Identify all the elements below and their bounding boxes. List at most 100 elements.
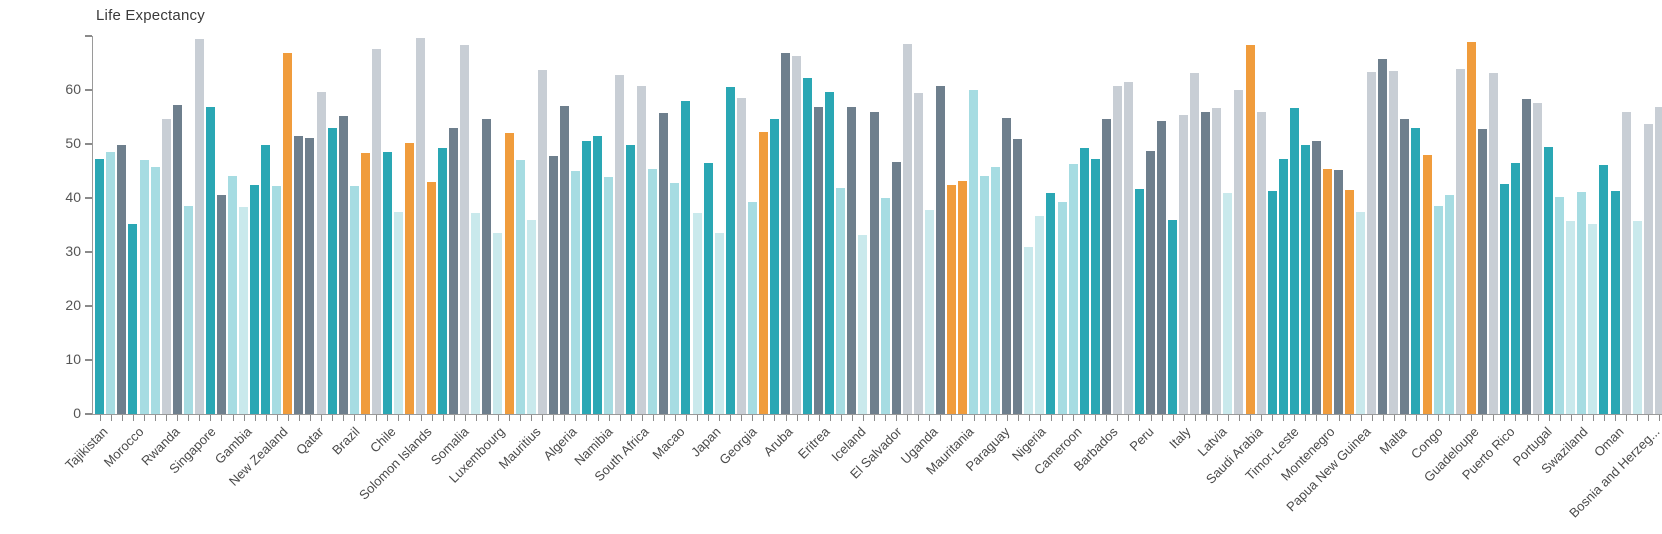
bar-131[interactable]	[1533, 102, 1543, 414]
bar-35[interactable]	[471, 213, 481, 414]
bar-92[interactable]	[1101, 119, 1111, 414]
bar-33[interactable]	[449, 128, 459, 414]
bar-7[interactable]	[161, 119, 171, 414]
bar-83[interactable]	[1002, 118, 1012, 414]
bar-57[interactable]	[714, 233, 724, 414]
bar-120[interactable]	[1411, 128, 1421, 414]
bar-140[interactable]	[1632, 220, 1642, 414]
bar-124[interactable]	[1455, 69, 1465, 414]
bar-72[interactable]	[880, 198, 890, 414]
bar-1[interactable]	[95, 159, 105, 414]
bar-101[interactable]	[1201, 112, 1211, 414]
bar-45[interactable]	[581, 140, 591, 414]
bar-52[interactable]	[659, 112, 669, 414]
bar-96[interactable]	[1146, 151, 1155, 414]
bar-16[interactable]	[261, 145, 271, 414]
bar-74[interactable]	[902, 44, 912, 414]
bar-80[interactable]	[969, 90, 979, 414]
bar-25[interactable]	[360, 152, 370, 414]
bar-119[interactable]	[1400, 118, 1410, 414]
bar-95[interactable]	[1134, 189, 1144, 414]
bar-53[interactable]	[670, 182, 680, 414]
bar-89[interactable]	[1068, 163, 1078, 414]
bar-9[interactable]	[183, 206, 193, 414]
bar-113[interactable]	[1334, 169, 1344, 414]
bar-91[interactable]	[1090, 159, 1100, 414]
bar-139[interactable]	[1621, 112, 1631, 414]
bar-62[interactable]	[769, 118, 779, 414]
bar-111[interactable]	[1311, 140, 1321, 414]
bar-123[interactable]	[1444, 194, 1454, 414]
bar-2[interactable]	[106, 152, 116, 414]
bar-37[interactable]	[493, 233, 503, 414]
bar-112[interactable]	[1322, 169, 1332, 414]
bar-121[interactable]	[1422, 154, 1432, 414]
bar-11[interactable]	[205, 106, 215, 414]
bar-47[interactable]	[604, 177, 614, 414]
bar-40[interactable]	[526, 219, 536, 414]
bar-28[interactable]	[393, 211, 403, 414]
bar-44[interactable]	[570, 171, 580, 414]
bar-78[interactable]	[946, 184, 956, 414]
bar-114[interactable]	[1345, 190, 1355, 414]
bar-99[interactable]	[1179, 114, 1189, 414]
bar-122[interactable]	[1433, 205, 1443, 414]
bar-32[interactable]	[438, 148, 448, 414]
bar-24[interactable]	[349, 185, 359, 414]
bar-71[interactable]	[869, 111, 879, 414]
bar-133[interactable]	[1555, 197, 1565, 414]
bar-46[interactable]	[593, 135, 602, 414]
bar-126[interactable]	[1477, 128, 1487, 414]
bar-56[interactable]	[703, 162, 713, 414]
bar-105[interactable]	[1245, 44, 1255, 414]
bar-6[interactable]	[150, 167, 160, 414]
bar-49[interactable]	[626, 145, 636, 414]
bar-27[interactable]	[382, 151, 392, 414]
bar-3[interactable]	[117, 145, 127, 414]
bar-82[interactable]	[991, 166, 1001, 414]
bar-58[interactable]	[725, 86, 735, 414]
bar-43[interactable]	[559, 106, 569, 414]
bar-108[interactable]	[1278, 158, 1288, 414]
bar-88[interactable]	[1057, 201, 1067, 414]
bar-75[interactable]	[913, 92, 923, 414]
bar-107[interactable]	[1267, 190, 1277, 414]
bar-93[interactable]	[1112, 86, 1122, 414]
bar-115[interactable]	[1356, 212, 1366, 414]
bar-36[interactable]	[482, 118, 492, 414]
bar-86[interactable]	[1035, 216, 1045, 414]
bar-59[interactable]	[736, 97, 746, 414]
bar-142[interactable]	[1654, 106, 1662, 414]
bar-130[interactable]	[1522, 99, 1532, 414]
bar-132[interactable]	[1544, 146, 1554, 414]
bar-70[interactable]	[858, 234, 868, 414]
bar-118[interactable]	[1389, 70, 1399, 414]
bar-100[interactable]	[1190, 72, 1200, 414]
bar-84[interactable]	[1013, 138, 1023, 414]
bar-136[interactable]	[1588, 224, 1598, 414]
bar-117[interactable]	[1378, 58, 1388, 414]
bar-141[interactable]	[1643, 124, 1653, 414]
bar-38[interactable]	[504, 132, 514, 414]
bar-90[interactable]	[1079, 148, 1089, 414]
bar-29[interactable]	[404, 143, 414, 414]
bar-127[interactable]	[1488, 73, 1498, 414]
bar-60[interactable]	[747, 201, 757, 414]
bar-64[interactable]	[792, 55, 802, 414]
bar-8[interactable]	[172, 104, 182, 414]
bar-85[interactable]	[1024, 247, 1034, 414]
bar-65[interactable]	[803, 77, 813, 414]
bar-81[interactable]	[980, 176, 990, 414]
bar-30[interactable]	[416, 38, 426, 414]
bar-138[interactable]	[1610, 190, 1620, 414]
bar-73[interactable]	[891, 162, 901, 414]
bar-55[interactable]	[692, 213, 702, 414]
bar-94[interactable]	[1123, 82, 1133, 414]
bar-4[interactable]	[128, 223, 138, 414]
bar-66[interactable]	[814, 106, 824, 414]
bar-31[interactable]	[427, 181, 437, 414]
bar-129[interactable]	[1510, 163, 1520, 414]
bar-13[interactable]	[228, 176, 238, 414]
bar-79[interactable]	[957, 181, 967, 414]
bar-63[interactable]	[781, 52, 791, 414]
